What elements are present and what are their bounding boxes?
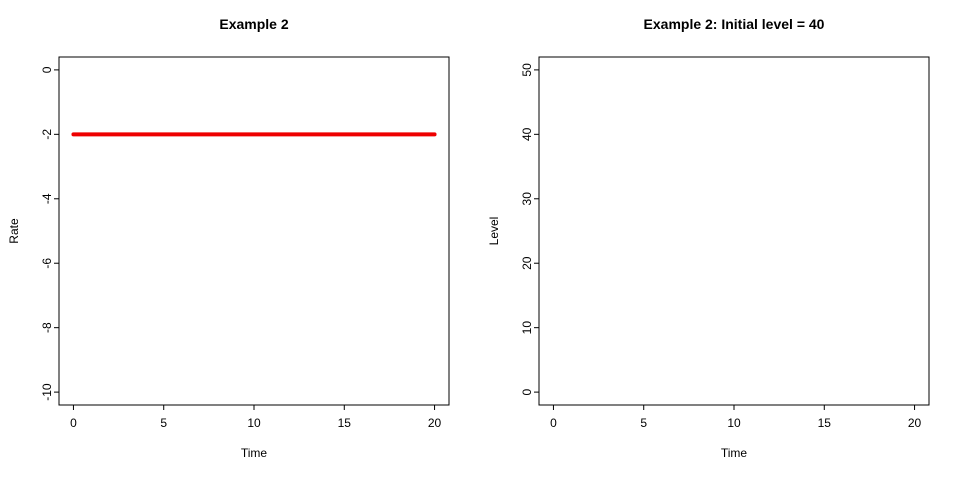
y-tick-label: 10 (520, 321, 534, 335)
y-tick-label: -10 (40, 383, 54, 401)
x-tick-label: 15 (818, 416, 832, 430)
x-tick-label: 0 (550, 416, 557, 430)
y-tick-label: -8 (40, 322, 54, 333)
plot-box (538, 56, 930, 406)
rate-plot: Example 2 0 5 10 15 20 -10 -8 -6 -4 -2 0 Time Rate (7, 16, 450, 460)
y-tick-label: 30 (520, 192, 534, 206)
x-tick-label: 10 (247, 416, 261, 430)
y-tick-label: 50 (520, 63, 534, 77)
y-tick-label: -4 (40, 193, 54, 204)
y-axis-label: Level (487, 216, 501, 246)
x-tick-label: 10 (727, 416, 741, 430)
x-tick-label: 15 (338, 416, 352, 430)
x-axis-label: Time (240, 446, 268, 460)
x-tick-label: 20 (428, 416, 442, 430)
x-tick-label: 5 (640, 416, 647, 430)
y-tick-label: -2 (40, 129, 54, 140)
x-axis-label: Time (720, 446, 748, 460)
x-tick-label: 20 (908, 416, 922, 430)
y-tick-label: 0 (520, 388, 534, 395)
y-tick-label: 20 (520, 256, 534, 270)
y-tick-label: -6 (40, 258, 54, 269)
plot-box (58, 56, 450, 406)
x-tick-label: 5 (160, 416, 167, 430)
level-chart-svg: 0 5 10 15 20 0 10 20 30 40 50 (520, 56, 930, 430)
plot-title: Example 2: Initial level = 40 (643, 16, 825, 32)
plot-title: Example 2 (219, 16, 289, 32)
level-plot: Example 2: Initial level = 40 0 5 10 15 20 0 1… (480, 0, 960, 480)
y-tick-label: 0 (40, 66, 54, 73)
rate-chart-svg: 0 5 10 15 20 -10 -8 -6 -4 -2 0 (40, 56, 450, 430)
y-tick-label: 40 (520, 127, 534, 141)
y-axis-label: Rate (7, 218, 21, 244)
x-tick-label: 0 (70, 416, 77, 430)
